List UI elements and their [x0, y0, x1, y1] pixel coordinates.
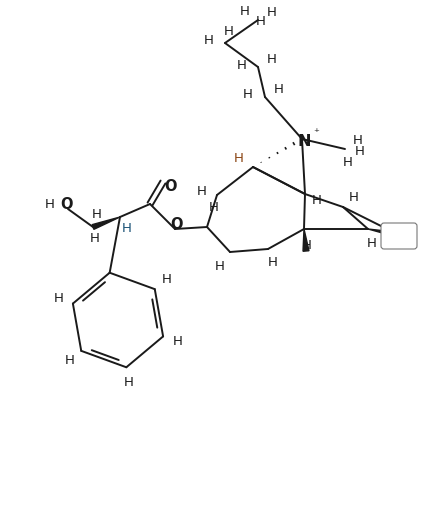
Text: H: H [240, 5, 249, 18]
Text: H: H [124, 376, 134, 388]
Text: H: H [161, 273, 171, 286]
Text: H: H [273, 83, 283, 95]
Text: H: H [237, 58, 246, 71]
Text: O: O [164, 178, 177, 194]
Text: H: H [243, 88, 252, 100]
Polygon shape [367, 229, 399, 237]
Text: H: H [268, 257, 277, 270]
Text: H: H [342, 156, 352, 168]
Text: H: H [223, 24, 233, 38]
Text: H: H [366, 236, 376, 249]
Text: O: O [60, 197, 72, 211]
Text: H: H [204, 33, 213, 47]
Text: H: H [65, 354, 74, 367]
Text: H: H [301, 238, 311, 251]
Text: H: H [172, 335, 182, 348]
Text: H: H [266, 6, 276, 18]
Polygon shape [92, 217, 120, 229]
Text: H: H [348, 191, 358, 203]
Text: H: H [215, 260, 224, 272]
Text: H: H [54, 292, 64, 305]
Text: H: H [352, 133, 362, 147]
Text: H: H [197, 185, 206, 198]
Text: H: H [90, 232, 100, 244]
Text: ⁺: ⁺ [312, 128, 318, 138]
Text: H: H [266, 53, 276, 65]
Text: H: H [311, 194, 321, 206]
Text: O: O [170, 216, 183, 232]
Text: N: N [297, 133, 310, 149]
Text: H: H [45, 198, 55, 210]
Text: H: H [92, 207, 102, 221]
Text: H: H [255, 15, 265, 27]
Text: H: H [233, 152, 244, 164]
FancyBboxPatch shape [380, 223, 416, 249]
Text: H: H [122, 222, 132, 235]
Text: O: O [392, 229, 404, 243]
Text: H: H [354, 144, 364, 158]
Polygon shape [302, 229, 308, 251]
Text: H: H [208, 200, 219, 213]
